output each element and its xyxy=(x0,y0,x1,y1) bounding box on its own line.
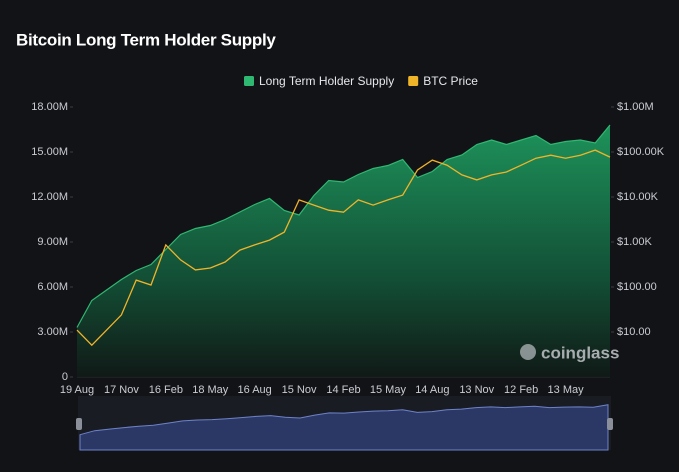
y-tick-label: 18.00M xyxy=(31,101,68,113)
x-tick-label: 18 May xyxy=(192,384,229,396)
x-tick-label: 15 Nov xyxy=(282,384,317,396)
x-tick-label: 13 Nov xyxy=(459,384,494,396)
x-tick-label: 14 Aug xyxy=(415,384,449,396)
navigator[interactable] xyxy=(79,404,609,451)
x-tick-label: 12 Feb xyxy=(504,384,538,396)
y2-tick-label: $1.00K xyxy=(617,236,653,248)
price-line xyxy=(76,149,611,347)
y2-tick-label: $1.00M xyxy=(617,101,654,113)
y-tick-label: 6.00M xyxy=(37,281,68,293)
navigator-handle-right[interactable] xyxy=(607,418,613,430)
chart-title: Bitcoin Long Term Holder Supply xyxy=(16,30,276,49)
legend-swatch[interactable] xyxy=(244,76,254,86)
watermark-icon xyxy=(520,344,536,360)
y-tick-label: 12.00M xyxy=(31,191,68,203)
legend-label[interactable]: Long Term Holder Supply xyxy=(259,74,394,88)
navigator-area xyxy=(79,404,609,451)
y2-tick-label: $100.00 xyxy=(617,281,657,293)
y-tick-label: 9.00M xyxy=(37,236,68,248)
y2-tick-label: $100.00K xyxy=(617,146,665,158)
x-tick-label: 17 Nov xyxy=(104,384,139,396)
supply-line xyxy=(76,124,611,328)
watermark: coinglass xyxy=(541,343,619,362)
y-tick-label: 0 xyxy=(62,371,68,383)
legend: Long Term Holder Supply BTC Price xyxy=(244,74,478,88)
navigator-handle-left[interactable] xyxy=(76,418,82,430)
legend-swatch[interactable] xyxy=(408,76,419,86)
x-tick-label: 13 May xyxy=(548,384,585,396)
supply-area xyxy=(77,125,610,377)
x-tick-label: 14 Feb xyxy=(326,384,360,396)
y2-tick-label: $10.00K xyxy=(617,191,659,203)
y2-tick-label: $10.00 xyxy=(617,326,651,338)
y-tick-label: 15.00M xyxy=(31,146,68,158)
legend-label[interactable]: BTC Price xyxy=(423,74,478,88)
x-tick-label: 19 Aug xyxy=(60,384,94,396)
x-tick-label: 16 Aug xyxy=(238,384,272,396)
plot-area: 0 3.00M 6.00M 9.00M 12.00M 15.00M 18.00M $10.00… xyxy=(31,101,664,396)
y-tick-label: 3.00M xyxy=(37,326,68,338)
x-tick-label: 15 May xyxy=(370,384,407,396)
x-tick-label: 16 Feb xyxy=(149,384,183,396)
